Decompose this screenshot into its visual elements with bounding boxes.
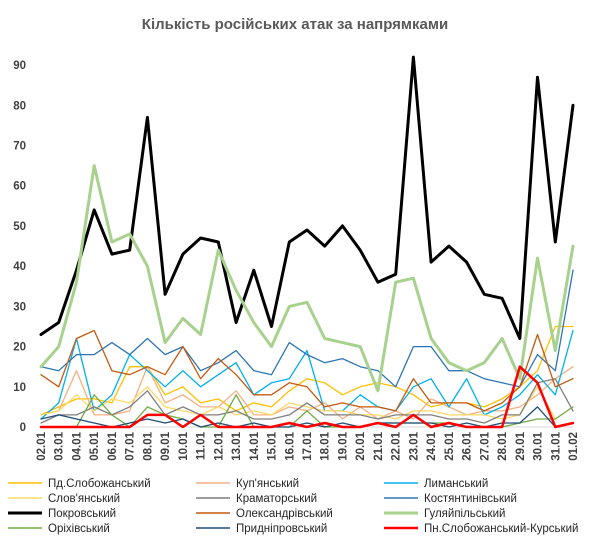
y-tick-label: 0 (20, 422, 26, 434)
x-tick-label: 15.01 (267, 431, 279, 460)
x-tick-label: 02.01 (36, 431, 48, 460)
x-tick-label: 03.01 (54, 431, 66, 460)
x-tick-label: 19.01 (337, 431, 349, 460)
x-tick-label: 05.01 (89, 431, 101, 460)
y-tick-label: 10 (13, 382, 26, 394)
legend-label-1: Пд.Слобожанський (48, 478, 151, 490)
legend-label-6: Костянтинівський (424, 493, 517, 505)
series-line-1 (40, 325, 574, 416)
x-tick-label: 30.01 (533, 431, 545, 460)
x-tick-label: 07.01 (125, 431, 137, 460)
x-tick-label: 12.01 (213, 431, 225, 460)
legend-label-4: Слов'янський (48, 493, 120, 505)
x-tick-label: 08.01 (142, 431, 154, 460)
x-tick-label: 04.01 (71, 431, 83, 460)
x-tick-label: 28.01 (497, 431, 509, 460)
legend-label-8: Олександрівський (236, 508, 333, 520)
legend-label-11: Придніпровський (236, 523, 327, 535)
x-tick-label: 17.01 (302, 431, 314, 460)
x-tick-label: 31.01 (550, 431, 562, 460)
y-tick-label: 90 (13, 60, 26, 72)
plot-area (39, 55, 575, 429)
series-line-5 (40, 378, 574, 424)
x-tick-label: 22.01 (391, 431, 403, 460)
x-tick-label: 27.01 (479, 431, 491, 460)
x-tick-label: 25.01 (444, 431, 456, 460)
series-line-7 (39, 55, 575, 340)
legend: Пд.Слобожанський Куп'янський Лиманський Сло… (8, 478, 578, 535)
x-tick-label: 14.01 (249, 431, 261, 460)
x-tick-label: 18.01 (320, 431, 332, 460)
y-tick-label: 50 (13, 221, 26, 233)
y-tick-label: 60 (13, 181, 26, 193)
x-tick-label: 20.01 (355, 431, 367, 460)
legend-label-12: Пн.Слобожанський-Курський (424, 523, 578, 535)
x-tick-label: 01.02 (568, 432, 580, 461)
x-tick-label: 26.01 (462, 431, 474, 460)
y-tick-label: 20 (13, 342, 26, 354)
y-tick-label: 70 (13, 141, 26, 153)
legend-label-10: Оріхівський (48, 523, 110, 535)
x-tick-label: 16.01 (284, 431, 296, 460)
series-line-3 (40, 329, 574, 420)
x-tick-label: 29.01 (515, 431, 527, 460)
y-axis: 0 10 20 30 40 50 60 70 80 90 (13, 60, 26, 434)
series-line-4 (40, 386, 574, 420)
chart-title: Кількість російських атак за напрямками (142, 16, 448, 33)
x-tick-label: 09.01 (160, 431, 172, 460)
legend-label-5: Краматорський (236, 493, 317, 505)
x-tick-label: 23.01 (408, 431, 420, 460)
x-tick-label: 13.01 (231, 431, 243, 460)
x-tick-label: 11.01 (196, 431, 208, 460)
series-line-9 (39, 164, 575, 393)
x-tick-label: 21.01 (373, 431, 385, 460)
legend-label-3: Лиманський (424, 478, 488, 490)
y-tick-label: 40 (13, 261, 26, 273)
x-tick-label: 06.01 (107, 431, 119, 460)
y-tick-label: 30 (13, 301, 26, 313)
y-tick-label: 80 (13, 100, 26, 112)
legend-label-9: Гуляйпільський (424, 508, 505, 520)
series-line-8 (40, 329, 574, 412)
series-line-6 (40, 269, 574, 388)
x-tick-label: 10.01 (178, 431, 190, 460)
legend-label-2: Куп'янський (236, 478, 299, 490)
legend-label-7: Покровський (48, 508, 116, 520)
x-axis: 02.01 03.01 04.01 05.01 06.01 07.01 08.01 09.01… (36, 426, 580, 461)
series-line-12 (39, 365, 575, 429)
x-tick-label: 24.01 (426, 431, 438, 460)
